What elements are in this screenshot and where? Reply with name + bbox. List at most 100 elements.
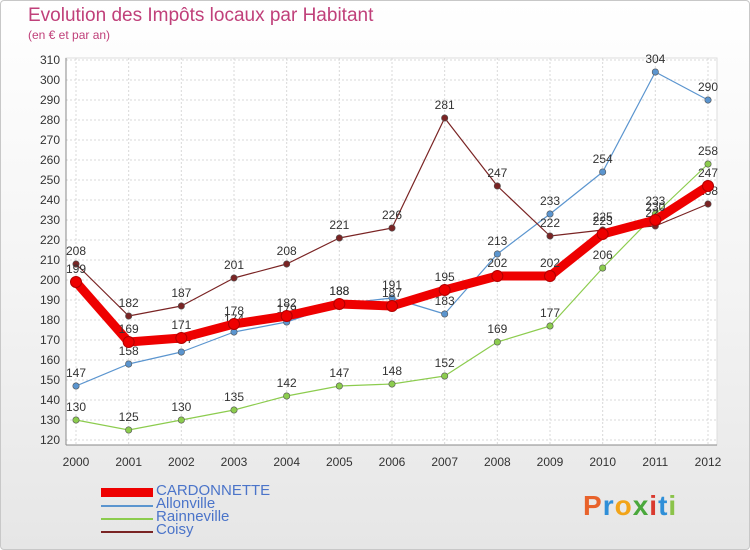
x-tick-label: 2008 [484, 455, 511, 469]
data-point-rainneville [230, 406, 238, 414]
data-point-coisy [230, 274, 238, 282]
x-tick-label: 2000 [63, 455, 90, 469]
data-point-cardonnette [491, 270, 504, 282]
y-tick-label: 120 [40, 433, 60, 447]
data-point-rainneville [335, 382, 343, 390]
y-tick-label: 290 [40, 93, 60, 107]
legend-swatch [101, 531, 153, 533]
legend-label: Rainneville [156, 508, 230, 525]
data-point-rainneville [704, 160, 712, 168]
data-point-rainneville [546, 322, 554, 330]
y-tick-label: 230 [40, 213, 60, 227]
logo-letter: t [658, 490, 669, 521]
data-point-cardonnette [280, 310, 293, 322]
data-label-cardonnette: 195 [435, 270, 455, 284]
x-tick-label: 2001 [115, 455, 142, 469]
data-point-allonville [177, 348, 185, 356]
data-label-rainneville: 130 [66, 400, 86, 414]
data-label-cardonnette: 230 [645, 200, 665, 214]
data-label-allonville: 158 [119, 344, 139, 358]
data-point-cardonnette [438, 284, 451, 296]
y-tick-label: 310 [40, 53, 60, 67]
data-label-allonville: 183 [435, 294, 455, 308]
legend-item-cardonnette: CARDONNETTE [101, 482, 331, 499]
x-tick-label: 2010 [589, 455, 616, 469]
x-tick-label: 2009 [537, 455, 564, 469]
proxiti-logo: Proxiti [583, 490, 677, 522]
data-label-rainneville: 258 [698, 144, 718, 158]
y-tick-label: 280 [40, 113, 60, 127]
data-label-cardonnette: 199 [66, 262, 86, 276]
data-label-rainneville: 233 [645, 194, 665, 208]
data-label-rainneville: 177 [540, 306, 560, 320]
data-point-coisy [335, 234, 343, 242]
data-label-rainneville: 125 [119, 410, 139, 424]
x-tick-label: 2012 [695, 455, 722, 469]
logo-letter: P [583, 490, 603, 521]
data-point-allonville [72, 382, 80, 390]
y-tick-label: 240 [40, 193, 60, 207]
data-point-coisy [177, 302, 185, 310]
y-tick-label: 140 [40, 393, 60, 407]
data-label-rainneville: 206 [593, 248, 613, 262]
data-label-coisy: 221 [329, 218, 349, 232]
data-label-allonville: 147 [66, 366, 86, 380]
legend-item-allonville: Allonville [101, 495, 331, 512]
legend-label: Allonville [156, 495, 216, 512]
data-label-rainneville: 135 [224, 390, 244, 404]
y-tick-label: 270 [40, 133, 60, 147]
data-label-rainneville: 152 [435, 356, 455, 370]
y-tick-label: 130 [40, 413, 60, 427]
legend-label: CARDONNETTE [156, 482, 271, 499]
data-point-coisy [72, 260, 80, 268]
data-point-cardonnette [596, 228, 609, 240]
data-point-rainneville [441, 372, 449, 380]
data-label-cardonnette: 223 [593, 214, 613, 228]
data-label-cardonnette: 247 [698, 166, 718, 180]
data-point-coisy [388, 224, 396, 232]
data-label-rainneville: 147 [329, 366, 349, 380]
data-label-allonville: 304 [645, 52, 665, 66]
chart-title: Evolution des Impôts locaux par Habitant [28, 5, 374, 26]
data-point-rainneville [72, 416, 80, 424]
data-point-coisy [283, 260, 291, 268]
data-point-allonville [441, 310, 449, 318]
y-tick-label: 250 [40, 173, 60, 187]
x-tick-label: 2003 [221, 455, 248, 469]
data-label-allonville: 254 [593, 152, 613, 166]
x-tick-label: 2007 [431, 455, 458, 469]
data-label-cardonnette: 187 [382, 286, 402, 300]
legend-label: Coisy [156, 521, 194, 538]
data-label-coisy: 281 [435, 98, 455, 112]
data-point-rainneville [125, 426, 133, 434]
x-tick-label: 2011 [642, 455, 668, 469]
data-label-cardonnette: 169 [119, 322, 139, 336]
data-point-allonville [493, 250, 501, 258]
chart-subtitle: (en € et par an) [28, 28, 111, 42]
y-tick-label: 160 [40, 353, 60, 367]
data-point-cardonnette [544, 270, 556, 282]
data-label-coisy: 182 [119, 296, 139, 310]
data-point-coisy [493, 182, 501, 190]
x-tick-label: 2002 [168, 455, 195, 469]
logo-letter: i [649, 490, 659, 521]
data-label-allonville: 233 [540, 194, 560, 208]
data-point-rainneville [493, 338, 501, 346]
data-label-coisy: 208 [277, 244, 297, 258]
legend-swatch [101, 488, 153, 497]
data-label-coisy: 225 [593, 210, 613, 224]
x-tick-label: 2005 [326, 455, 353, 469]
data-point-coisy [704, 200, 712, 208]
legend-swatch [101, 518, 153, 520]
data-point-rainneville [177, 416, 185, 424]
data-label-coisy: 222 [540, 216, 560, 230]
data-label-allonville: 191 [382, 278, 402, 292]
data-point-allonville [651, 68, 659, 76]
logo-letter: r [602, 490, 615, 521]
data-point-allonville [704, 96, 712, 104]
logo-letter: i [668, 490, 678, 521]
y-tick-label: 300 [40, 73, 60, 87]
data-point-coisy [125, 312, 133, 320]
